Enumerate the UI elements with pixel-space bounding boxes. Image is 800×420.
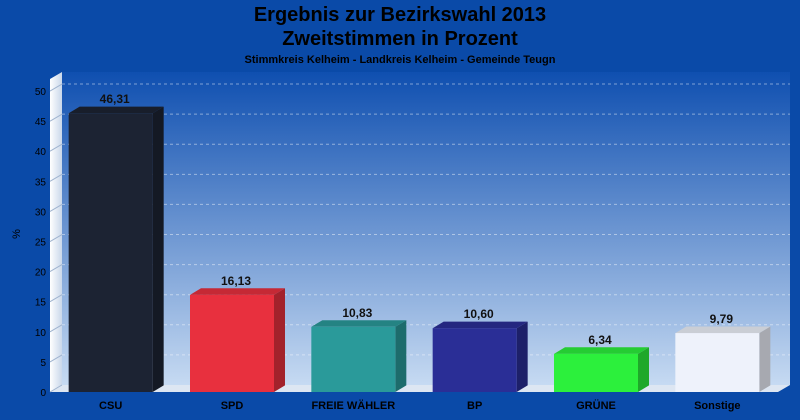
- bar-top: [554, 347, 649, 354]
- bar-side: [516, 321, 528, 392]
- x-tick-label: CSU: [99, 400, 122, 412]
- bar-spd: [190, 288, 285, 392]
- plot-left-wall: [50, 72, 62, 392]
- bar-sonstige: [675, 326, 771, 392]
- wall-grid-line: [49, 83, 63, 92]
- bar-front: [190, 294, 274, 392]
- chart-title: Ergebnis zur Bezirkswahl 2013: [253, 4, 547, 26]
- wall-grid-line: [49, 234, 63, 242]
- y-tick-label: 45: [35, 117, 47, 128]
- wall-grid-line: [49, 143, 63, 152]
- x-tick-label: GRÜNE: [576, 399, 616, 412]
- bar-side: [395, 320, 407, 392]
- x-tick-label: BP: [467, 400, 482, 412]
- data-label: 10,60: [464, 307, 494, 321]
- y-tick-label: 5: [40, 358, 46, 369]
- wall-grid-line: [49, 294, 63, 303]
- wall-grid-line: [49, 173, 63, 182]
- y-tick-label: 35: [35, 177, 47, 188]
- plot-background: [62, 72, 790, 385]
- y-axis-label: %: [11, 229, 23, 239]
- y-tick-label: 25: [35, 238, 47, 249]
- bar-top: [675, 326, 771, 334]
- bar-front: [554, 353, 638, 392]
- y-tick-label: 50: [35, 87, 47, 98]
- bar-side: [274, 288, 285, 392]
- y-tick-label: 15: [35, 298, 47, 309]
- bar-top: [432, 321, 528, 329]
- y-tick-label: 10: [35, 328, 47, 339]
- bar-front: [432, 328, 517, 392]
- wall-grid-line: [49, 354, 63, 363]
- bar-front: [311, 326, 396, 392]
- bar-grüne: [554, 347, 649, 392]
- x-tick-label: FREIE WÄHLER: [311, 399, 395, 412]
- bar-side: [152, 106, 164, 393]
- data-label: 10,83: [342, 306, 372, 320]
- chart-subtitle: Stimmkreis Kelheim - Landkreis Kelheim -…: [244, 54, 556, 66]
- bar-top: [68, 106, 164, 114]
- wall-grid-line: [49, 264, 63, 273]
- data-label: 46,31: [100, 92, 130, 106]
- bar-front: [68, 113, 153, 392]
- wall-grid-line: [49, 384, 63, 393]
- wall-grid-line: [49, 113, 63, 122]
- wall-grid-line: [49, 324, 63, 333]
- bar-side: [759, 326, 771, 392]
- y-tick-label: 30: [35, 207, 47, 218]
- data-label: 9,79: [710, 312, 734, 326]
- y-tick-label: 0: [40, 388, 46, 399]
- bar-front: [675, 333, 760, 392]
- chart-title-line2: Zweitstimmen in Prozent: [282, 28, 518, 50]
- x-tick-label: SPD: [221, 400, 244, 412]
- x-tick-label: Sonstige: [694, 400, 740, 412]
- bar-csu: [68, 106, 164, 393]
- data-label: 16,13: [221, 274, 251, 288]
- data-label: 6,34: [588, 333, 612, 347]
- y-tick-label: 20: [35, 268, 47, 279]
- wall-grid-line: [49, 203, 63, 212]
- bar-bp: [432, 321, 528, 392]
- bar-top: [190, 288, 285, 295]
- bar-top: [311, 320, 407, 327]
- bar-side: [638, 347, 649, 392]
- bar-freie-wähler: [311, 320, 407, 392]
- y-tick-label: 40: [35, 147, 47, 158]
